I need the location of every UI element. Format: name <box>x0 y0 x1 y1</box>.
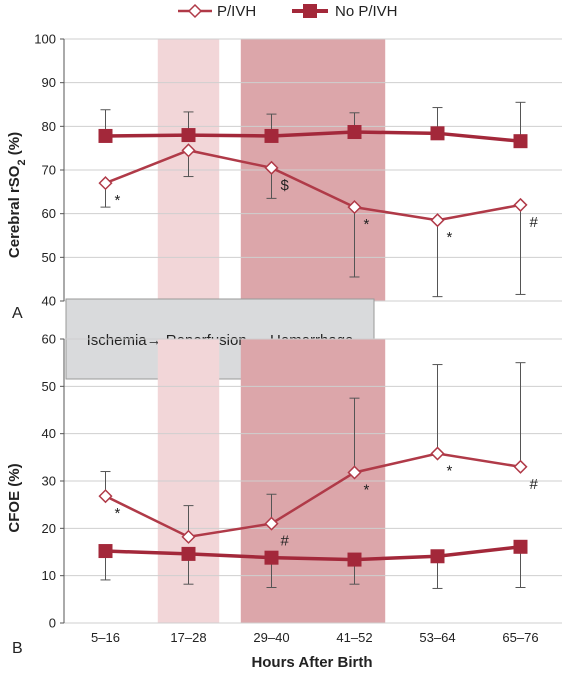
x-axis-title: Hours After Birth <box>251 654 372 671</box>
panel-a-series-lines <box>105 130 521 222</box>
panel-b-point-no-pivh <box>430 549 445 564</box>
panel-a: 40 50 60 70 80 90 100 * $ * * # A Cerebral rSO2 (%… <box>6 32 562 322</box>
x-tick-label: 65–76 <box>502 630 538 645</box>
x-tick-label: 53–64 <box>419 630 455 645</box>
panel-a-annotations: * $ * * # <box>115 177 539 246</box>
panel-a-y-tick-label: 50 <box>42 250 56 265</box>
panel-a-point-no-pivh <box>181 128 196 143</box>
x-tick-label: 5–16 <box>91 630 120 645</box>
panel-b-annotation: * <box>115 505 121 522</box>
panel-a-annotation: * <box>364 216 370 233</box>
panel-a-y-title: Cerebral rSO2 (%) <box>6 132 28 258</box>
panel-b-point-pivh <box>430 446 445 461</box>
panel-a-error-bars <box>100 101 526 298</box>
panel-b-y-ticks: 0 10 20 30 40 50 60 <box>42 332 64 631</box>
panel-b-annotation: # <box>530 476 539 493</box>
panel-b-error-bars <box>100 362 526 589</box>
panel-b-point-pivh <box>98 489 113 504</box>
panel-a-y-tick-label: 90 <box>42 75 56 90</box>
panel-a-point-no-pivh <box>513 134 528 149</box>
panel-b-series-lines <box>104 452 521 562</box>
panel-b-annotation: * <box>447 463 453 480</box>
panel-b-annotations: * # * * # <box>115 463 539 550</box>
panel-b-point-pivh <box>181 529 196 544</box>
panel-a-y-ticks: 40 50 60 70 80 90 100 <box>34 32 64 309</box>
legend: P/IVH No P/IVH <box>178 3 398 20</box>
panel-b-y-tick-label: 30 <box>42 474 56 489</box>
panel-b-point-no-pivh <box>98 544 113 559</box>
panel-a-y-tick-label: 100 <box>34 32 56 47</box>
panel-a-y-tick-label: 60 <box>42 206 56 221</box>
panel-a-annotation: * <box>447 229 453 246</box>
panel-a-point-pivh <box>347 200 362 215</box>
panel-b-label: B <box>12 640 23 657</box>
panel-b-point-no-pivh <box>347 552 362 567</box>
legend-no-pivh-label: No P/IVH <box>335 3 398 20</box>
panel-b-annotation: # <box>281 533 290 550</box>
panel-a-annotation: $ <box>281 177 290 194</box>
panel-a-label: A <box>12 305 23 322</box>
x-tick-label: 17–28 <box>170 630 206 645</box>
panel-b-y-tick-label: 10 <box>42 568 56 583</box>
panel-b-point-no-pivh <box>513 539 528 554</box>
panel-a-point-no-pivh <box>430 126 445 141</box>
panel-a-point-pivh <box>430 213 445 228</box>
panel-a-series-line-no-pivh <box>105 130 521 143</box>
panel-b-markers <box>98 446 528 567</box>
panel-b-point-pivh <box>264 516 279 531</box>
legend-no-pivh-marker <box>303 4 317 18</box>
panel-b-point-no-pivh <box>181 546 196 561</box>
panel-a-point-no-pivh <box>347 125 362 140</box>
panel-b-annotation: * <box>364 481 370 498</box>
panel-a-point-pivh <box>513 197 528 212</box>
panel-b-point-no-pivh <box>264 550 279 565</box>
panel-b-gridlines <box>64 338 562 624</box>
panel-a-annotation: * <box>115 192 121 209</box>
panel-b-y-tick-label: 0 <box>49 616 56 631</box>
x-tick-label: 41–52 <box>336 630 372 645</box>
panel-b-y-title: CFOE (%) <box>6 463 23 532</box>
panel-b-y-tick-label: 20 <box>42 521 56 536</box>
panel-b-y-tick-label: 60 <box>42 332 56 347</box>
legend-pivh-label: P/IVH <box>217 3 256 20</box>
panel-a-markers <box>98 125 528 228</box>
panel-a-point-no-pivh <box>98 128 113 143</box>
panel-b-series-line-pivh <box>104 452 521 539</box>
panel-b-x-ticks: 5–16 17–28 29–40 41–52 53–64 65–76 <box>91 630 539 645</box>
panel-a-y-tick-label: 40 <box>42 294 56 309</box>
panel-a-point-no-pivh <box>264 128 279 143</box>
panel-a-point-pivh <box>181 143 196 158</box>
x-tick-label: 29–40 <box>253 630 289 645</box>
panel-b-point-pivh <box>347 465 362 480</box>
panel-b-y-tick-label: 40 <box>42 426 56 441</box>
panel-b-y-tick-label: 50 <box>42 379 56 394</box>
panel-b-point-pivh <box>513 459 528 474</box>
panel-a-y-tick-label: 80 <box>42 119 56 134</box>
panel-a-point-pivh <box>264 160 279 175</box>
panel-a-point-pivh <box>98 176 113 191</box>
panel-a-annotation: # <box>530 214 539 231</box>
legend-pivh-marker <box>187 3 203 19</box>
panel-a-series-line-pivh <box>105 149 521 222</box>
panel-b-series-line-no-pivh <box>105 545 521 562</box>
panel-a-y-tick-label: 70 <box>42 163 56 178</box>
